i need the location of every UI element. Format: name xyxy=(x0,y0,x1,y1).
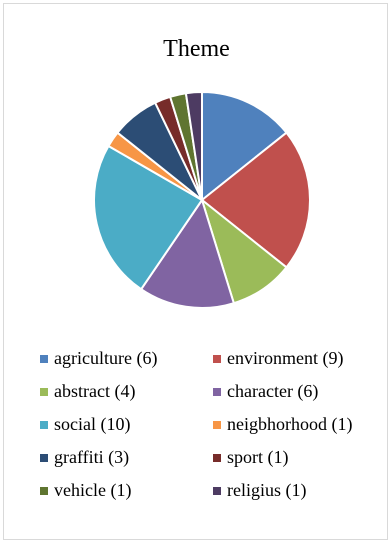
legend-swatch xyxy=(40,486,48,495)
legend-swatch xyxy=(213,354,221,363)
legend-label: abstract (4) xyxy=(54,381,136,401)
legend-label: vehicle (1) xyxy=(54,480,132,500)
legend-swatch xyxy=(213,486,221,495)
legend-item: neigbhorhood (1) xyxy=(213,414,352,435)
legend-item: abstract (4) xyxy=(40,381,135,402)
legend-swatch xyxy=(213,387,221,396)
legend-swatch xyxy=(213,453,221,462)
legend-label: agriculture (6) xyxy=(54,348,158,368)
legend-label: sport (1) xyxy=(227,447,289,467)
legend-swatch xyxy=(40,453,48,462)
legend-swatch xyxy=(213,420,221,429)
legend-item: sport (1) xyxy=(213,447,289,468)
legend-label: graffiti (3) xyxy=(54,447,130,467)
legend-item: vehicle (1) xyxy=(40,480,131,501)
pie-slice-3 xyxy=(139,197,236,309)
pie-slice-9 xyxy=(184,90,203,201)
legend-label: religius (1) xyxy=(227,480,307,500)
pie-slice-1 xyxy=(200,131,311,269)
pie-slice-4 xyxy=(93,144,204,291)
chart-title: Theme xyxy=(163,36,230,62)
chart-area: Theme agriculture (6) environment (9) abst… xyxy=(3,3,388,540)
legend-item: character (6) xyxy=(213,381,318,402)
legend-label: character (6) xyxy=(227,381,319,401)
legend-swatch xyxy=(40,420,48,429)
legend-item: graffiti (3) xyxy=(40,447,129,468)
legend-item: environment (9) xyxy=(213,348,343,369)
legend-swatch xyxy=(40,387,48,396)
pie-chart xyxy=(93,90,311,309)
legend-item: agriculture (6) xyxy=(40,348,157,369)
legend-label: neigbhorhood (1) xyxy=(227,414,353,434)
legend-label: social (10) xyxy=(54,414,131,434)
legend-swatch xyxy=(40,354,48,363)
pie-slice-0 xyxy=(201,90,288,203)
legend-item: social (10) xyxy=(40,414,130,435)
legend-label: environment (9) xyxy=(227,348,344,368)
legend-item: religius (1) xyxy=(213,480,306,501)
